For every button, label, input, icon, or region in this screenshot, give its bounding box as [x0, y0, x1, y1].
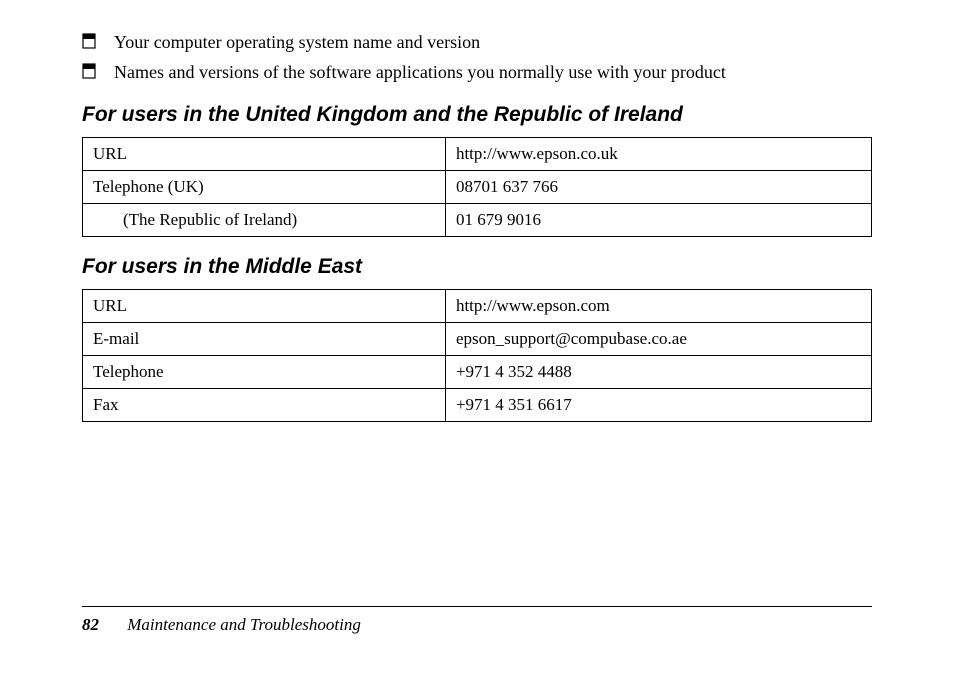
bullet-text: Names and versions of the software appli…	[114, 60, 726, 84]
cell-label: E-mail	[83, 322, 446, 355]
section-heading-uk: For users in the United Kingdom and the …	[82, 103, 872, 127]
bullet-list: Your computer operating system name and …	[82, 30, 872, 85]
cell-value: 01 679 9016	[445, 203, 871, 236]
list-item: Names and versions of the software appli…	[82, 60, 872, 84]
cell-value: +971 4 352 4488	[445, 356, 871, 389]
document-bullet-icon	[82, 33, 96, 49]
list-item: Your computer operating system name and …	[82, 30, 872, 54]
cell-label: Telephone	[83, 356, 446, 389]
contact-table-me: URL http://www.epson.com E-mail epson_su…	[82, 289, 872, 422]
table-row: (The Republic of Ireland) 01 679 9016	[83, 203, 872, 236]
page-number: 82	[82, 615, 99, 634]
cell-value: epson_support@compubase.co.ae	[445, 322, 871, 355]
page-footer: 82 Maintenance and Troubleshooting	[82, 606, 872, 635]
cell-label: URL	[83, 289, 446, 322]
footer-title: Maintenance and Troubleshooting	[127, 615, 361, 634]
document-bullet-icon	[82, 63, 96, 79]
table-row: Telephone (UK) 08701 637 766	[83, 170, 872, 203]
cell-label: Fax	[83, 389, 446, 422]
table-row: E-mail epson_support@compubase.co.ae	[83, 322, 872, 355]
cell-label: (The Republic of Ireland)	[83, 203, 446, 236]
cell-value: http://www.epson.co.uk	[445, 137, 871, 170]
footer-line: 82 Maintenance and Troubleshooting	[82, 615, 872, 635]
cell-label: URL	[83, 137, 446, 170]
cell-value: +971 4 351 6617	[445, 389, 871, 422]
bullet-text: Your computer operating system name and …	[114, 30, 480, 54]
table-row: Telephone +971 4 352 4488	[83, 356, 872, 389]
cell-label: Telephone (UK)	[83, 170, 446, 203]
section-heading-me: For users in the Middle East	[82, 255, 872, 279]
footer-rule	[82, 606, 872, 607]
table-row: URL http://www.epson.co.uk	[83, 137, 872, 170]
table-row: URL http://www.epson.com	[83, 289, 872, 322]
contact-table-uk: URL http://www.epson.co.uk Telephone (UK…	[82, 137, 872, 237]
cell-value: 08701 637 766	[445, 170, 871, 203]
cell-value: http://www.epson.com	[445, 289, 871, 322]
document-page: Your computer operating system name and …	[0, 0, 954, 681]
table-row: Fax +971 4 351 6617	[83, 389, 872, 422]
